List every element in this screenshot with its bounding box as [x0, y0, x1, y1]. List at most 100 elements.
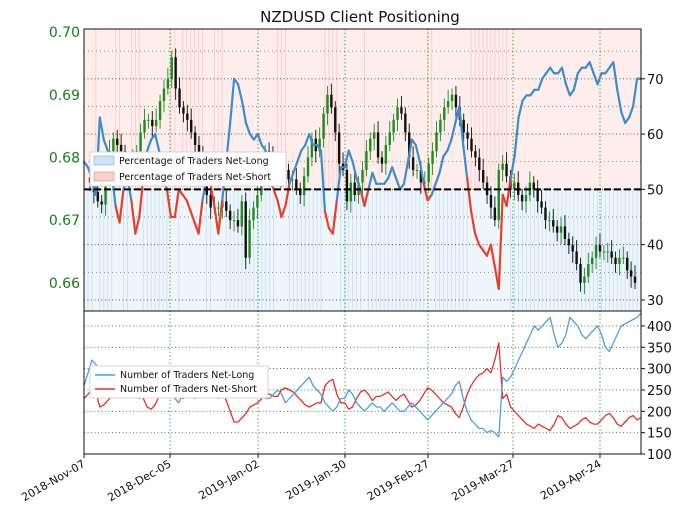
percent-line-segment [233, 77, 240, 86]
candle-body [583, 276, 586, 283]
candle-body [186, 113, 189, 120]
candle-body [372, 132, 376, 139]
candle-body [162, 88, 166, 102]
candle-body [431, 151, 434, 164]
percent-line-segment [118, 188, 125, 224]
percent-line-segment [383, 177, 390, 185]
date-tick-label: 2019-Jan-30 [284, 457, 349, 502]
candle-body [396, 107, 399, 120]
percent-line-segment [497, 193, 504, 290]
candle-body [552, 220, 555, 227]
percent-line-segment [572, 72, 579, 91]
percent-line-segment [402, 160, 410, 185]
candle-body [116, 138, 119, 145]
candle-body [400, 107, 403, 114]
candle-body [240, 201, 244, 227]
date-tick-label: 2019-Jan-02 [197, 457, 262, 502]
candle-body [618, 257, 621, 264]
percent-line-segment [568, 88, 575, 97]
candle-body [513, 182, 516, 189]
candle-body [435, 132, 438, 152]
legend-swatch-long [93, 155, 115, 166]
percent-line-segment [521, 94, 528, 102]
date-tick-label: 2019-Feb-27 [365, 457, 432, 503]
percent-line-segment [331, 199, 338, 235]
candle-body [380, 157, 384, 164]
percent-line-segment [292, 160, 299, 174]
percent-line-segment [284, 182, 291, 208]
candle-body [334, 107, 337, 133]
candle-body [318, 138, 321, 152]
candle-body [256, 195, 259, 208]
candle-body [310, 138, 314, 158]
candle-body [419, 170, 423, 183]
percent-line-segment [422, 182, 429, 202]
candle-body [544, 207, 547, 221]
count-tick-label: 150 [647, 427, 672, 442]
candle-body [248, 220, 251, 258]
percent-line-segment [367, 171, 374, 191]
candle-body [622, 257, 625, 259]
count-tick-label: 300 [647, 363, 672, 378]
percent-line-segment [426, 193, 433, 202]
percent-line-segment [347, 149, 354, 163]
candle-body [466, 132, 469, 139]
percent-line-segment [529, 88, 536, 97]
percent-line-segment [470, 210, 477, 235]
percent-line-segment [418, 160, 425, 185]
candle-body [174, 57, 177, 89]
percent-line-segment [473, 232, 481, 246]
candle-body [349, 182, 353, 202]
candle-body [548, 220, 551, 222]
candle-body [337, 132, 341, 164]
top-legend-box [89, 151, 287, 187]
percent-line-segment [335, 166, 342, 202]
percent-line-segment [280, 204, 287, 219]
candle-body [96, 191, 99, 202]
candle-body [559, 226, 563, 233]
percent-line-segment [359, 188, 366, 208]
percent-line-segment [576, 66, 583, 75]
percent-line-segment [355, 177, 362, 191]
candle-body [614, 257, 617, 264]
candle-body [427, 163, 430, 183]
candle-body [555, 226, 559, 233]
candle-body [481, 170, 485, 183]
legend-swatch-short [93, 171, 115, 182]
percent-line-segment [371, 171, 378, 185]
percent-line-segment [319, 149, 327, 213]
candle-body [571, 245, 574, 252]
percent-tick-label: 40 [647, 239, 664, 254]
candle-body [302, 176, 306, 196]
candle-body [493, 207, 497, 221]
candle-body [376, 132, 380, 158]
candle-body [299, 188, 302, 196]
percent-line-segment [236, 83, 244, 102]
percent-line-segment [323, 210, 331, 230]
net-long-region [84, 189, 641, 311]
percent-line-segment [102, 138, 109, 152]
price-tick-label: 0.69 [49, 88, 80, 104]
price-tick-label: 0.67 [49, 213, 80, 229]
candle-body [158, 101, 162, 120]
candle-body [326, 94, 329, 114]
candle-body [462, 119, 465, 133]
percentage-lines [82, 61, 643, 290]
percent-line-segment [628, 105, 635, 119]
percent-line-segment [387, 166, 394, 180]
candle-body [369, 138, 372, 152]
top-panel: 0.70 0.69 0.68 0.67 0.66 70 60 50 40 30 Percenta… [49, 25, 664, 312]
candle-body [236, 220, 240, 227]
percent-line-segment [458, 105, 465, 147]
percent-line-segment [300, 144, 307, 152]
percent-tick-label: 70 [647, 73, 664, 88]
candle-body [287, 170, 290, 180]
candle-body [633, 276, 637, 283]
candle-body [143, 119, 146, 133]
percent-line-segment [604, 66, 611, 75]
candle-body [626, 257, 629, 271]
percent-line-segment [560, 66, 568, 86]
candle-body [147, 119, 150, 121]
candle-body [567, 238, 571, 246]
percent-line-segment [434, 171, 441, 185]
